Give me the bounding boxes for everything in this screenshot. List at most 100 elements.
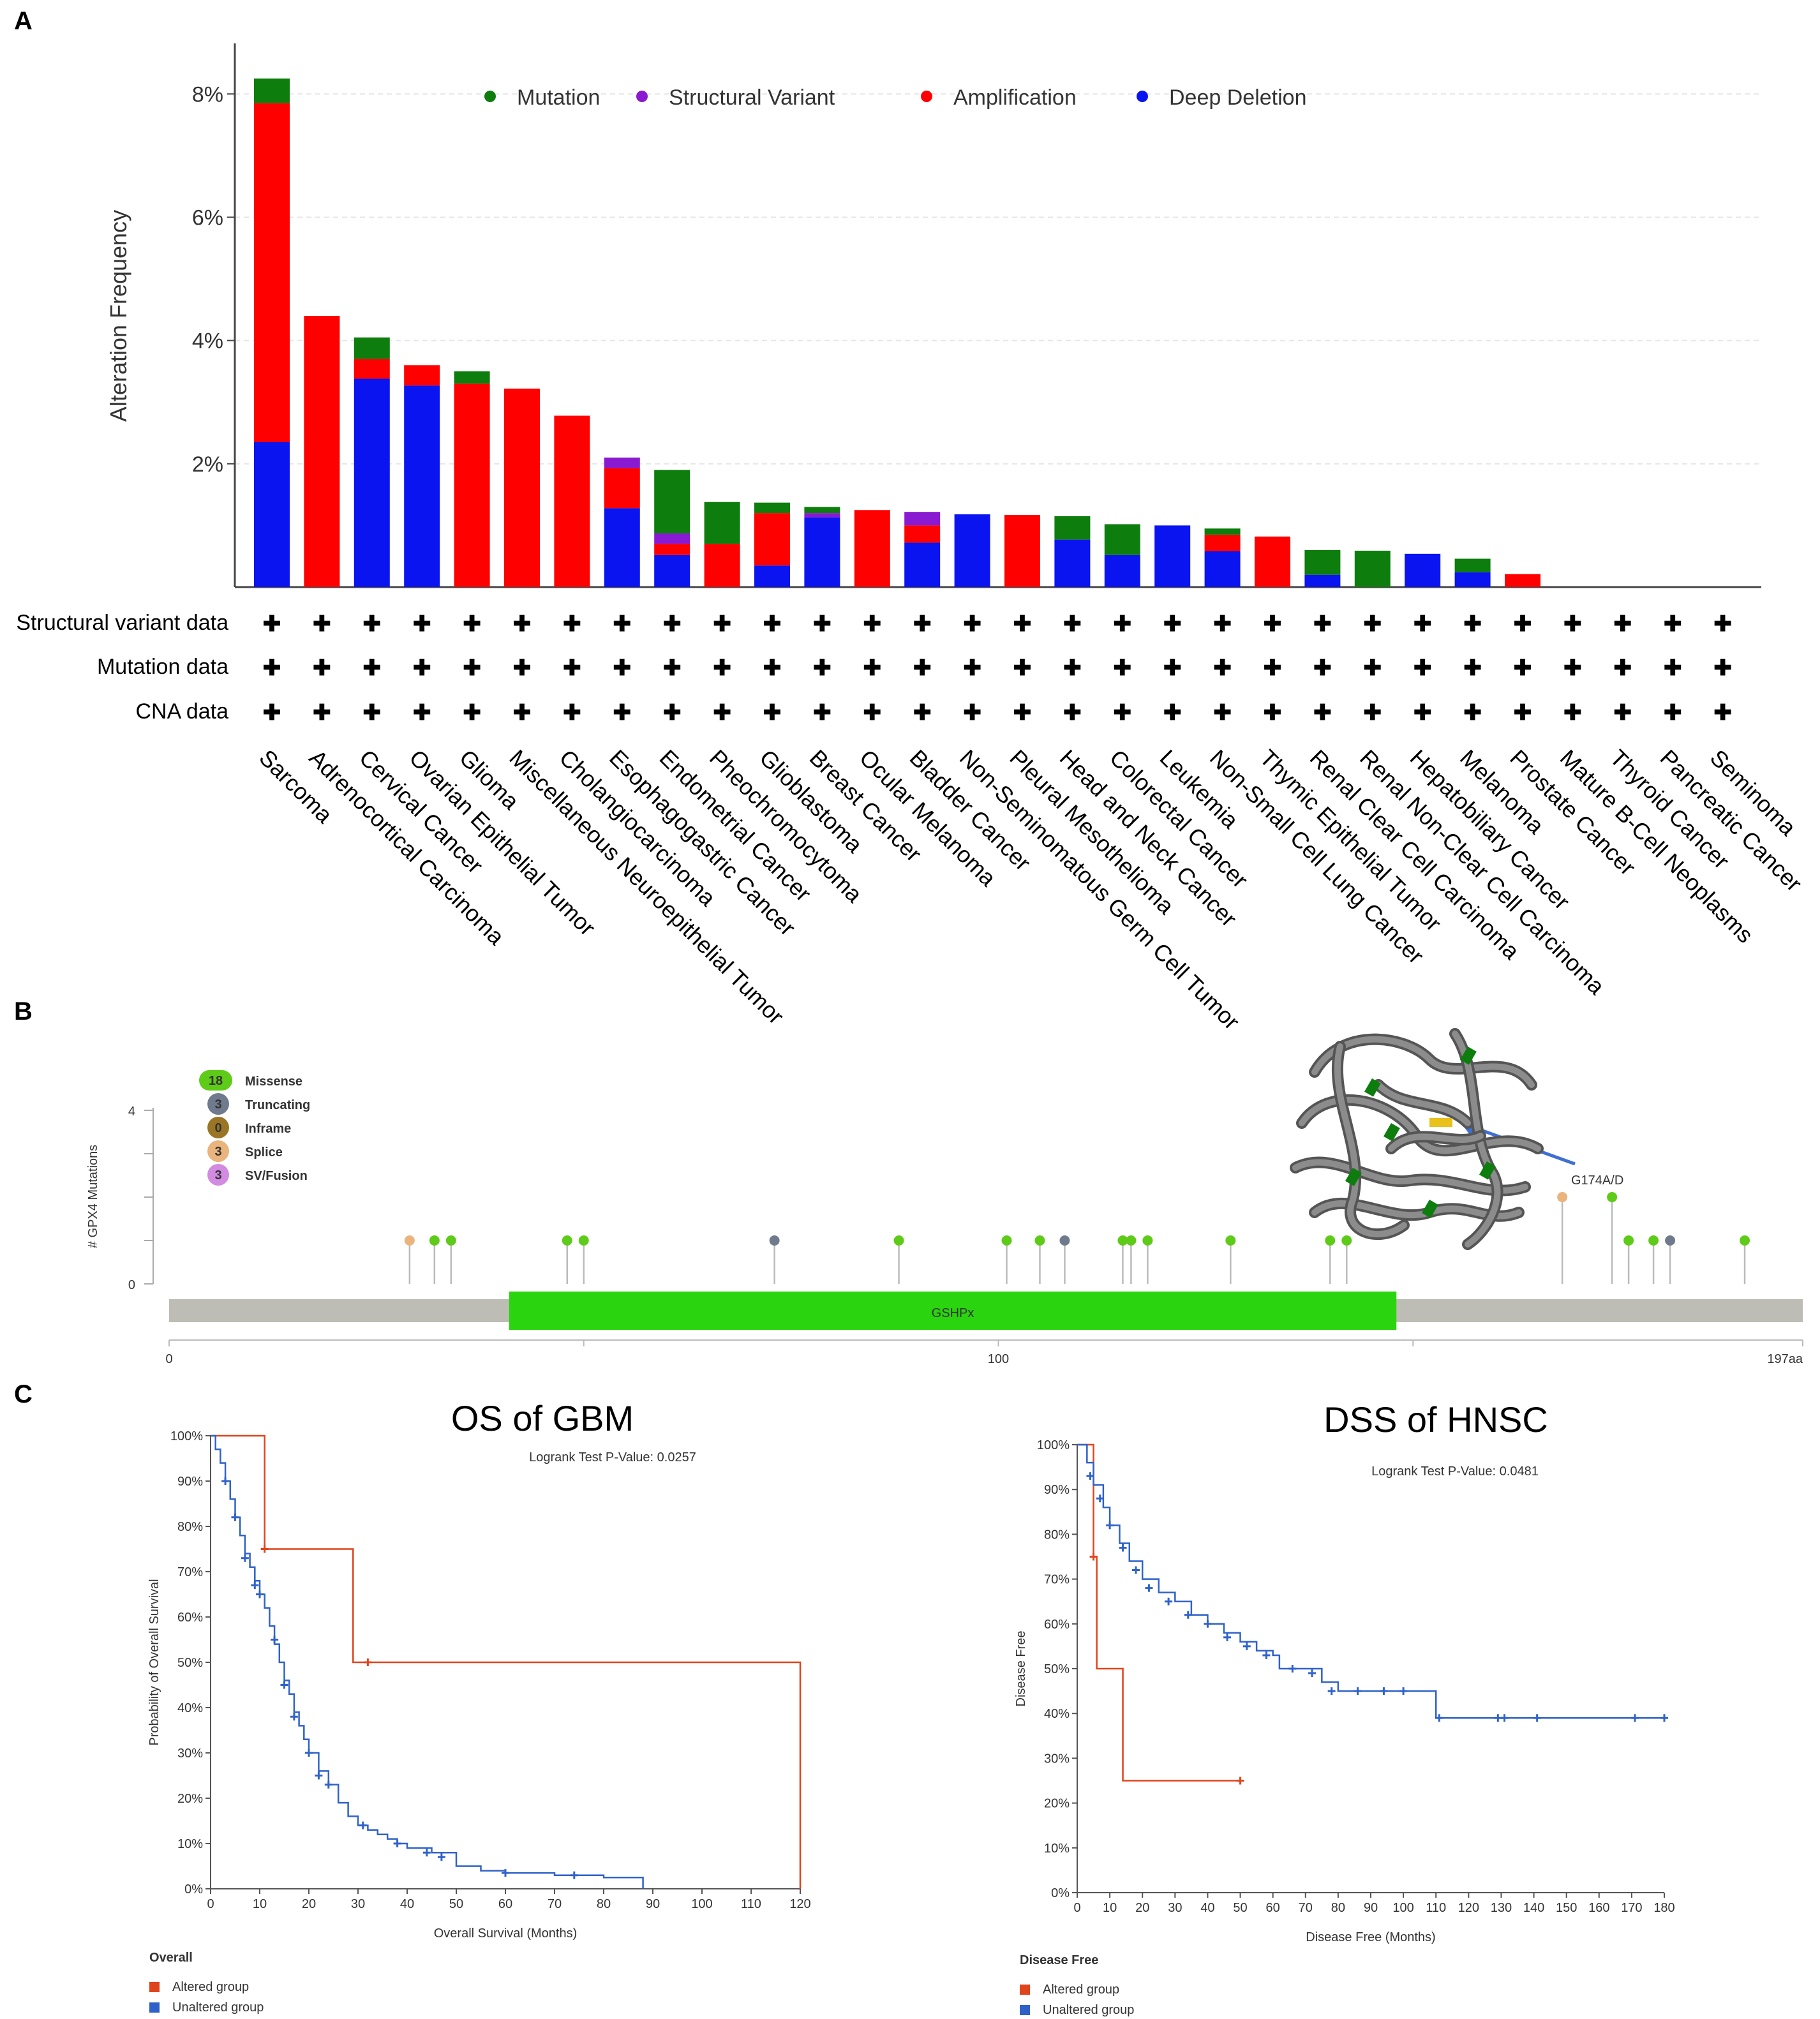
row-marker: ✚ <box>1614 701 1632 725</box>
y-tick-label: 4% <box>192 329 223 354</box>
bar-segment <box>1204 551 1241 587</box>
row-marker: ✚ <box>913 656 932 680</box>
censor-mark <box>502 1869 509 1877</box>
y-tick-label: 0 <box>128 1278 135 1292</box>
x-tick-label: 180 <box>1653 1901 1675 1915</box>
bar-segment <box>754 513 790 566</box>
row-marker: ✚ <box>1563 701 1582 725</box>
survival-curve <box>1077 1443 1664 1719</box>
x-tick-label: 110 <box>1426 1901 1446 1915</box>
x-tick-label: 197aa <box>1767 1352 1803 1366</box>
row-marker: ✚ <box>1264 701 1282 725</box>
x-tick-label: 20 <box>302 1897 316 1911</box>
row-marker: ✚ <box>713 701 731 725</box>
row-marker: ✚ <box>413 656 431 680</box>
censor-mark <box>364 1658 372 1666</box>
row-marker: ✚ <box>913 612 932 636</box>
censor-mark <box>1308 1669 1316 1678</box>
row-marker: ✚ <box>1713 701 1732 725</box>
bar-segment <box>804 513 840 518</box>
row-marker: ✚ <box>813 612 832 636</box>
legend-label: Unaltered group <box>172 2000 264 2015</box>
lollipop-head <box>1557 1192 1568 1202</box>
y-tick-label: 90% <box>1044 1483 1070 1497</box>
x-tick-label: 40 <box>1200 1901 1214 1915</box>
censor-mark <box>324 1780 332 1789</box>
row-marker: ✚ <box>963 656 981 680</box>
bar-segment <box>1454 558 1491 572</box>
bar-segment <box>354 359 390 379</box>
lollipop-head <box>1665 1235 1676 1246</box>
row-marker: ✚ <box>1514 612 1532 636</box>
bar-segment <box>354 337 390 359</box>
x-tick-label: 90 <box>1364 1901 1378 1915</box>
row-marker: ✚ <box>263 656 281 680</box>
panel-letter-a: A <box>14 7 33 35</box>
row-marker: ✚ <box>363 656 382 680</box>
x-tick-label: 110 <box>741 1897 761 1911</box>
x-tick-label: 50 <box>449 1897 463 1911</box>
y-tick-label: 60% <box>1044 1618 1070 1632</box>
row-marker: ✚ <box>1063 701 1082 725</box>
bar-segment <box>254 78 290 103</box>
censor-mark <box>359 1821 367 1829</box>
legend-count: 0 <box>214 1121 221 1135</box>
legend-label: Amplification <box>953 86 1077 110</box>
survival-curve <box>211 1434 644 1889</box>
row-marker: ✚ <box>1163 656 1182 680</box>
bar-segment <box>1354 551 1391 587</box>
row-marker: ✚ <box>563 701 581 725</box>
censor-mark <box>290 1713 298 1721</box>
bar-segment <box>254 442 290 587</box>
censor-mark <box>1106 1521 1114 1530</box>
km-subtitle: Logrank Test P-Value: 0.0481 <box>1371 1464 1539 1479</box>
censor-mark <box>437 1853 445 1861</box>
legend-label: Mutation <box>517 86 600 110</box>
ribbon-highlight <box>1388 1133 1484 1152</box>
censor-mark <box>231 1513 239 1521</box>
bar-segment <box>704 544 740 587</box>
row-marker: ✚ <box>1013 656 1032 680</box>
lollipop-head <box>578 1235 589 1246</box>
censor-mark <box>1242 1642 1251 1650</box>
censor-mark <box>1184 1611 1192 1619</box>
x-tick-label: 80 <box>597 1897 611 1911</box>
bar-segment <box>904 542 941 587</box>
row-marker: ✚ <box>1114 701 1132 725</box>
lollipop-head <box>1607 1192 1618 1202</box>
row-marker: ✚ <box>313 612 331 636</box>
x-tick-label: 0 <box>1073 1901 1080 1915</box>
row-marker: ✚ <box>1514 701 1532 725</box>
y-tick-label: 100% <box>1037 1438 1070 1452</box>
legend-label: Missense <box>245 1075 302 1089</box>
row-marker: ✚ <box>1514 656 1532 680</box>
row-marker: ✚ <box>863 656 882 680</box>
legend-marker <box>1137 91 1148 102</box>
lollipop-head <box>1034 1235 1045 1246</box>
ribbon-mutation-site <box>1364 1078 1381 1097</box>
legend-badge <box>207 1117 229 1138</box>
row-marker: ✚ <box>1313 656 1332 680</box>
x-tick-label: 30 <box>1168 1901 1182 1915</box>
row-marker: ✚ <box>1264 656 1282 680</box>
row-marker: ✚ <box>1063 656 1082 680</box>
survival-curve <box>1077 1443 1241 1782</box>
lollipop-head <box>445 1235 456 1246</box>
bar-segment <box>704 502 740 544</box>
row-marker: ✚ <box>613 612 632 636</box>
bar-segment <box>754 565 790 587</box>
x-tick-label: 0 <box>207 1897 214 1911</box>
km-title: DSS of HNSC <box>1324 1399 1548 1440</box>
y-tick-label: 80% <box>1044 1528 1070 1542</box>
censor-mark <box>570 1871 578 1879</box>
row-marker: ✚ <box>363 612 382 636</box>
x-tick-label: 170 <box>1621 1901 1642 1915</box>
protein-structure-illustration <box>1290 1028 1544 1250</box>
x-tick-label: 70 <box>548 1897 562 1911</box>
lollipop-head <box>1623 1235 1634 1246</box>
row-marker: ✚ <box>1063 612 1082 636</box>
y-tick-label: 70% <box>1044 1573 1070 1587</box>
row-marker: ✚ <box>1114 656 1132 680</box>
censor-mark <box>1327 1687 1336 1695</box>
